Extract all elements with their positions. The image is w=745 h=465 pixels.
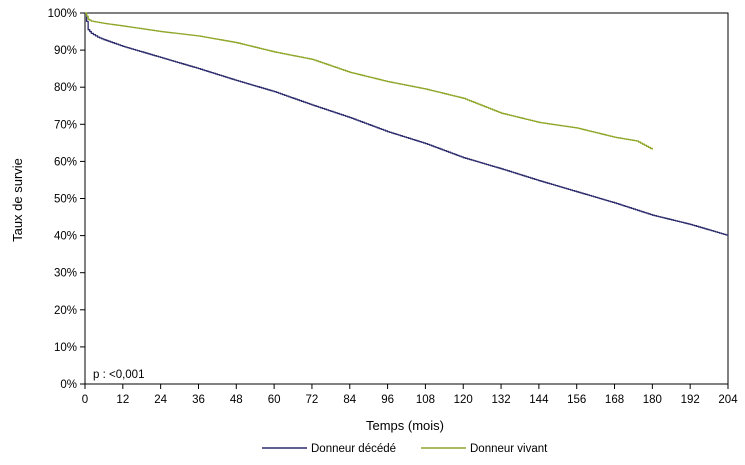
legend-label: Donneur décédé bbox=[311, 443, 396, 455]
x-tick-label: 96 bbox=[381, 394, 394, 406]
x-tick-label: 144 bbox=[529, 394, 549, 406]
x-tick-label: 60 bbox=[268, 394, 281, 406]
x-tick-label: 132 bbox=[491, 394, 510, 406]
x-tick-label: 36 bbox=[192, 394, 205, 406]
y-axis-title: Taux de survie bbox=[10, 158, 25, 242]
x-tick-label: 120 bbox=[454, 394, 473, 406]
x-tick-label: 12 bbox=[116, 394, 129, 406]
y-tick-label: 100% bbox=[48, 8, 77, 20]
y-tick-label: 20% bbox=[54, 305, 77, 317]
y-tick-label: 50% bbox=[54, 194, 77, 206]
x-tick-label: 156 bbox=[567, 394, 586, 406]
y-tick-label: 60% bbox=[54, 156, 77, 168]
y-axis: 0% 10% 20% 30% 40% 50% 60% 70% 80% 90% 100% bbox=[48, 8, 85, 391]
plot-frame bbox=[84, 12, 729, 385]
y-tick-label: 10% bbox=[54, 342, 77, 354]
y-tick-label: 70% bbox=[54, 119, 77, 131]
x-tick-label: 180 bbox=[643, 394, 662, 406]
y-tick-label: 40% bbox=[54, 231, 77, 243]
y-tick-label: 80% bbox=[54, 82, 77, 94]
x-axis-title: Temps (mois) bbox=[366, 418, 444, 433]
x-tick-label: 0 bbox=[82, 394, 88, 406]
x-tick-label: 84 bbox=[343, 394, 356, 406]
x-tick-label: 168 bbox=[605, 394, 624, 406]
x-tick-label: 72 bbox=[306, 394, 319, 406]
y-tick-label: 30% bbox=[54, 268, 77, 280]
x-tick-label: 204 bbox=[718, 394, 738, 406]
x-tick-label: 24 bbox=[154, 394, 167, 406]
series-layer bbox=[85, 12, 729, 236]
x-tick-label: 108 bbox=[416, 394, 435, 406]
plot-area bbox=[84, 12, 729, 385]
x-tick-label: 192 bbox=[681, 394, 700, 406]
series-line-donneur-vivant bbox=[85, 12, 653, 150]
y-tick-label: 0% bbox=[60, 379, 77, 391]
legend: Donneur décédé Donneur vivant bbox=[262, 443, 548, 455]
x-axis: 0 12 24 36 48 60 72 84 96 108 120 132 144 156 168 180 19… bbox=[82, 384, 738, 406]
p-value-annotation: p : <0,001 bbox=[93, 369, 144, 381]
x-tick-label: 48 bbox=[230, 394, 243, 406]
legend-label: Donneur vivant bbox=[470, 443, 548, 455]
y-tick-label: 90% bbox=[54, 45, 77, 57]
series-line-donneur-decede bbox=[85, 12, 729, 236]
